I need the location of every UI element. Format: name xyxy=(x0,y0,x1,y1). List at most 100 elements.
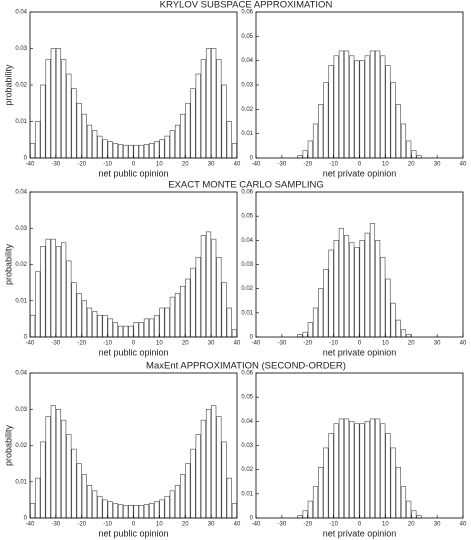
bar xyxy=(385,278,391,338)
bar xyxy=(190,267,196,338)
bar xyxy=(149,143,155,159)
y-tick-label: 0.06 xyxy=(241,371,253,377)
bar xyxy=(97,135,103,159)
bar xyxy=(205,48,212,159)
bar xyxy=(169,490,175,519)
y-tick-label: 0.03 xyxy=(241,443,253,449)
bar xyxy=(216,256,222,338)
bar xyxy=(216,416,222,519)
y-tick-label: 0.06 xyxy=(241,10,253,16)
bar xyxy=(211,238,217,338)
x-tick-label: -10 xyxy=(329,341,338,347)
bar xyxy=(302,331,308,338)
bar xyxy=(86,307,93,338)
bar xyxy=(364,421,370,519)
bar xyxy=(123,325,129,338)
bar xyxy=(143,318,150,338)
bar xyxy=(323,269,329,338)
bar xyxy=(349,242,355,338)
bar xyxy=(29,503,36,519)
bar xyxy=(406,500,412,519)
bar xyxy=(66,434,72,519)
bar xyxy=(231,329,237,338)
bar xyxy=(128,505,134,519)
x-tick-label: -10 xyxy=(329,162,338,168)
bar xyxy=(226,121,232,159)
bar xyxy=(50,48,56,159)
x-tick-label: 30 xyxy=(434,341,441,347)
bar xyxy=(349,55,355,159)
bar xyxy=(400,486,407,519)
bar xyxy=(55,408,62,519)
bar xyxy=(343,235,350,338)
x-tick-label: -20 xyxy=(303,341,312,347)
x-tick-label: 10 xyxy=(382,162,389,168)
bar xyxy=(143,144,150,159)
bar xyxy=(380,423,386,519)
x-tick-label: 20 xyxy=(408,341,415,347)
bar xyxy=(312,486,319,519)
bar xyxy=(40,84,46,159)
bar xyxy=(112,143,118,159)
bar xyxy=(307,500,313,519)
bar xyxy=(128,325,134,338)
bar xyxy=(231,503,237,519)
row-title: MaxEnt APPROXIMATION (SECOND-ORDER) xyxy=(146,361,346,372)
bar xyxy=(76,293,82,338)
y-tick-label: 0.04 xyxy=(241,238,253,244)
bar xyxy=(200,235,206,338)
bar xyxy=(221,441,227,519)
y-tick-label: 0.03 xyxy=(241,83,253,89)
bar xyxy=(107,141,113,159)
y-tick-label: 0.05 xyxy=(241,214,253,220)
bar xyxy=(138,144,144,159)
bar xyxy=(359,240,365,338)
x-tick-label: 30 xyxy=(434,162,441,168)
y-tick-label: 0 xyxy=(24,156,28,162)
bar xyxy=(375,418,381,519)
bar xyxy=(395,104,401,159)
bar xyxy=(159,499,165,519)
bar xyxy=(185,278,191,338)
bar xyxy=(411,150,417,159)
bar xyxy=(190,448,196,519)
x-tick-label: 30 xyxy=(434,522,441,528)
x-tick-label: 40 xyxy=(460,341,467,347)
bar xyxy=(302,510,308,519)
y-tick-label: 0.03 xyxy=(15,407,27,413)
bar xyxy=(180,474,186,519)
y-tick-label: 0.02 xyxy=(15,83,27,89)
bar xyxy=(406,140,412,159)
bar xyxy=(211,48,217,159)
x-tick-label: 30 xyxy=(208,522,215,528)
y-tick-label: 0.04 xyxy=(241,58,253,64)
x-tick-label: -30 xyxy=(52,522,61,528)
bar xyxy=(385,433,391,519)
bar xyxy=(307,140,313,159)
bar xyxy=(128,144,134,159)
bar xyxy=(312,307,319,338)
bar xyxy=(92,130,98,159)
bar xyxy=(390,82,396,159)
x-tick-label: 40 xyxy=(234,162,241,168)
x-axis-label: net private opinion xyxy=(323,168,397,178)
bar xyxy=(40,246,46,338)
y-tick-label: 0.01 xyxy=(15,298,27,304)
y-tick-label: 0.01 xyxy=(241,491,253,497)
bar xyxy=(97,314,103,338)
x-tick-label: -30 xyxy=(278,522,287,528)
bar xyxy=(169,130,175,159)
bar xyxy=(200,419,206,519)
bar xyxy=(117,325,124,338)
bar xyxy=(359,60,365,159)
bar xyxy=(359,423,365,519)
x-tick-label: -40 xyxy=(26,522,35,528)
x-tick-label: 10 xyxy=(382,341,389,347)
y-tick-label: 0.02 xyxy=(241,107,253,113)
bar xyxy=(411,510,417,519)
bar xyxy=(102,314,108,338)
bar xyxy=(107,318,113,338)
bar xyxy=(154,501,160,519)
y-tick-label: 0.02 xyxy=(15,262,27,268)
bar xyxy=(364,232,370,338)
